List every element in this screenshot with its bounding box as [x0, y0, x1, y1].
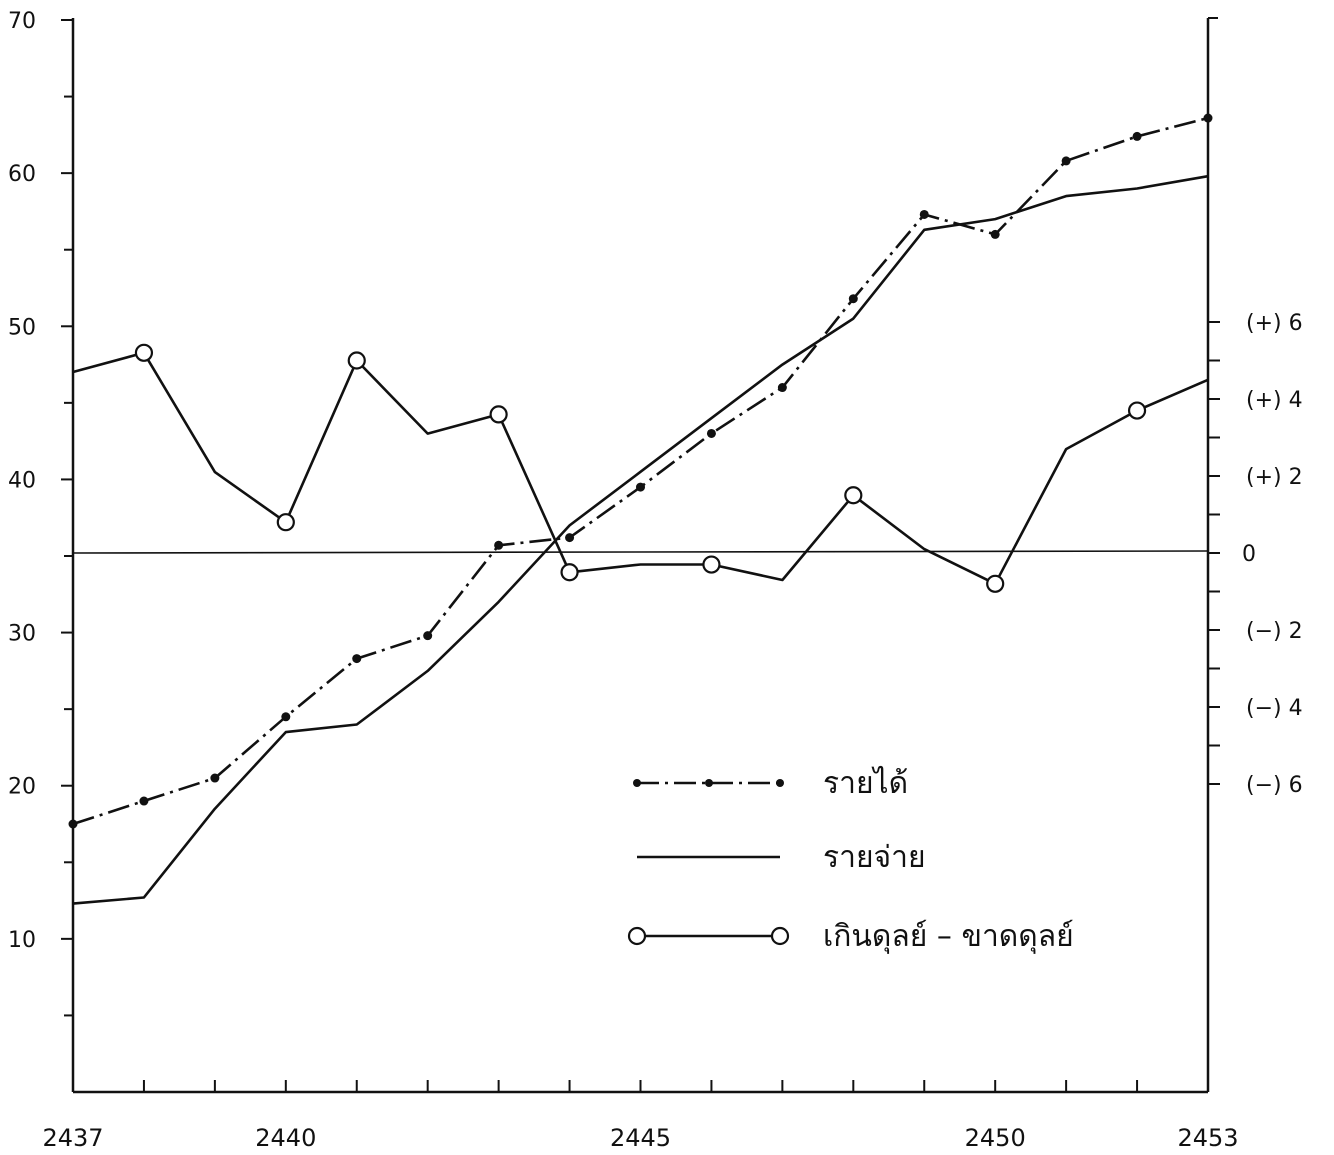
series-1-point-2452	[1132, 131, 1142, 141]
legend-entry-1: รายได้	[633, 765, 908, 801]
zero-reference	[72, 550, 1209, 554]
left-tick-label-60: 60	[8, 162, 36, 187]
right-tick-label-6: (+) 6	[1246, 311, 1303, 336]
left-tick-label-50: 50	[8, 315, 36, 340]
series-3-point-2448	[844, 486, 863, 505]
series-1-point-2442	[423, 631, 433, 641]
series-2	[72, 174, 1209, 905]
left-tick-label-70: 70	[8, 9, 36, 34]
legend-label-3: เกินดุลย์ – ขาดดุลย์	[823, 919, 1074, 955]
series-1-point-2439	[210, 773, 220, 783]
x-tick-label-2453: 2453	[1177, 1124, 1238, 1152]
series-lines	[68, 113, 1213, 905]
series-3-point-2452	[1127, 401, 1147, 420]
right-tick-label-2: (−) 2	[1246, 619, 1303, 644]
left-tick-label-40: 40	[8, 468, 36, 493]
x-tick-label-2437: 2437	[42, 1124, 103, 1152]
series-1-point-2441	[352, 654, 362, 664]
series-1-point-2437	[68, 819, 78, 829]
x-tick-label-2450: 2450	[965, 1124, 1026, 1152]
right-tick-label-4: (−) 4	[1246, 696, 1303, 721]
series-3-point-2438	[134, 343, 154, 362]
left-tick-label-20: 20	[8, 775, 36, 800]
legend-swatch-circle-2	[770, 926, 790, 946]
legend-swatch-dot-2	[705, 779, 713, 787]
left-axis-ticks: 10 20 30 40 50 60 70	[8, 9, 73, 1017]
series-1-point-2449	[919, 209, 929, 219]
series-3-point-2446	[702, 555, 721, 574]
series-3-point-2444	[560, 563, 579, 582]
series-3-point-2441	[347, 351, 366, 370]
right-tick-label-2: (+) 2	[1246, 465, 1303, 490]
series-1-point-2445	[636, 482, 645, 492]
right-tick-label-0: 0	[1242, 542, 1256, 567]
legend-label-1: รายได้	[823, 765, 908, 801]
series-3	[72, 343, 1209, 593]
legend-entry-2: รายจ่าย	[637, 840, 926, 875]
x-axis-ticks: 2437 2440 2445 2450 2453	[42, 1080, 1239, 1152]
right-tick-label-4: (+) 4	[1246, 388, 1303, 413]
x-tick-label-2445: 2445	[610, 1124, 671, 1152]
legend-entry-3: เกินดุลย์ – ขาดดุลย์	[627, 919, 1074, 955]
series-1-point-2440	[281, 712, 291, 722]
legend-swatch-circle-1	[627, 926, 647, 946]
series-1-point-2443	[494, 540, 504, 550]
right-tick-label-6: (−) 6	[1246, 773, 1303, 798]
legend-swatch-dot-3	[776, 779, 784, 787]
left-tick-label-10: 10	[8, 928, 36, 953]
left-tick-label-30: 30	[8, 622, 36, 647]
series-1-point-2444	[565, 533, 575, 543]
right-axis-ticks: (+) 6 (+) 4 (+) 2 0 (−) 2 (−) 4 (−) 6	[1208, 17, 1303, 798]
series-1-point-2448	[848, 294, 858, 304]
series-3-point-2443	[489, 405, 508, 424]
series-1-point-2438	[139, 796, 149, 806]
legend-label-2: รายจ่าย	[823, 840, 926, 875]
series-1	[68, 113, 1213, 829]
x-tick-label-2440: 2440	[255, 1124, 316, 1152]
legend-swatch-dot-1	[633, 779, 641, 787]
series-2-line	[72, 174, 1209, 905]
series-3-point-2450	[986, 574, 1005, 593]
series-1-point-2453	[1203, 113, 1213, 123]
series-1-point-2447	[777, 383, 787, 393]
series-3-point-2440	[276, 513, 295, 532]
zero-balance-line	[72, 550, 1209, 554]
series-1-point-2451	[1061, 156, 1071, 166]
series-1-point-2446	[706, 428, 716, 438]
series-1-point-2450	[990, 229, 1000, 239]
series-3-line	[72, 351, 1209, 586]
